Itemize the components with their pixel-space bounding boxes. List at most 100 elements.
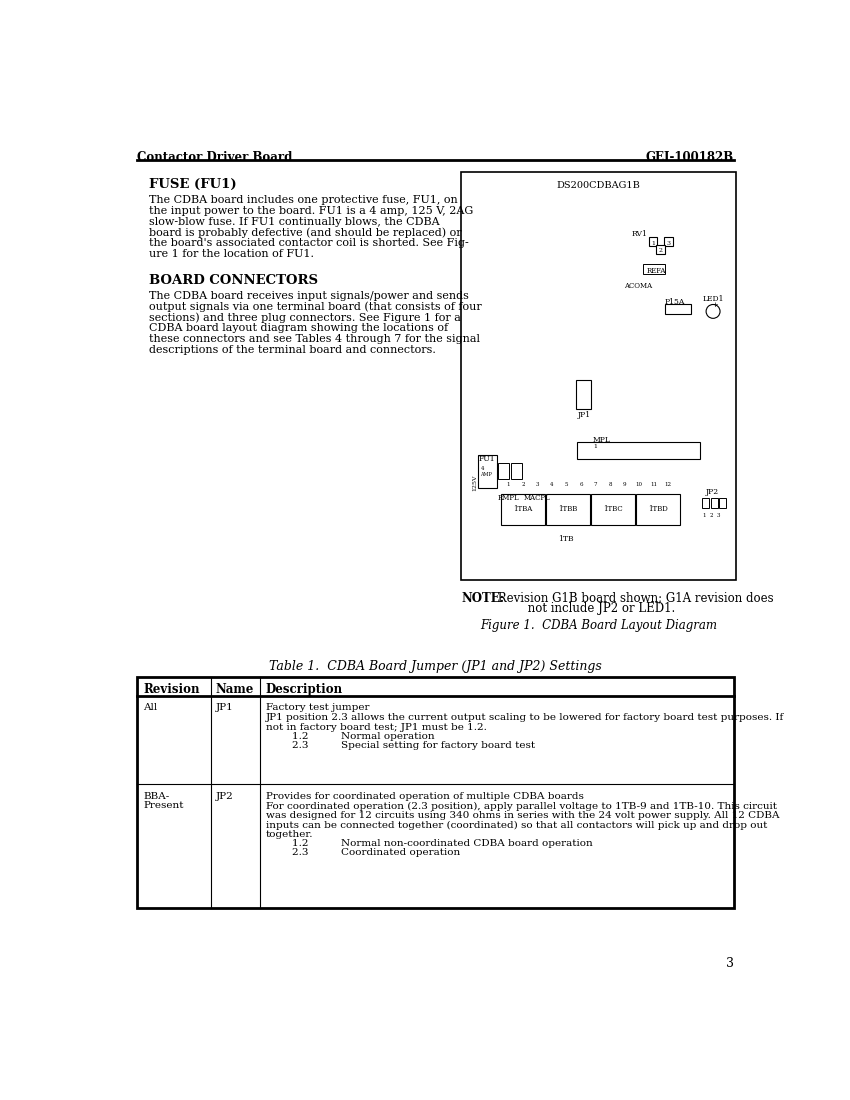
Text: MPL: MPL <box>593 436 611 444</box>
Text: 8: 8 <box>608 482 612 486</box>
Text: ure 1 for the location of FU1.: ure 1 for the location of FU1. <box>149 249 314 258</box>
Text: 2: 2 <box>659 249 662 253</box>
Text: 1TBB: 1TBB <box>558 505 578 514</box>
Text: The CDBA board receives input signals/power and sends: The CDBA board receives input signals/po… <box>149 290 468 300</box>
Text: MACPL: MACPL <box>524 494 550 502</box>
Text: 2.3          Special setting for factory board test: 2.3 Special setting for factory board te… <box>266 741 535 750</box>
Text: NOTE:: NOTE: <box>462 592 504 605</box>
Circle shape <box>706 305 720 318</box>
Text: BBA-: BBA- <box>144 792 170 801</box>
Text: JP1: JP1 <box>577 410 591 419</box>
Text: 1: 1 <box>651 241 655 245</box>
Text: Contactor Driver Board: Contactor Driver Board <box>137 151 292 164</box>
Text: The CDBA board includes one protective fuse, FU1, on: The CDBA board includes one protective f… <box>149 195 457 205</box>
Text: BOARD CONNECTORS: BOARD CONNECTORS <box>149 274 318 287</box>
Bar <box>656 245 665 254</box>
Text: sections) and three plug connectors. See Figure 1 for a: sections) and three plug connectors. See… <box>149 312 461 322</box>
Text: 1TBA: 1TBA <box>513 505 533 514</box>
Text: 4: 4 <box>481 466 484 471</box>
Bar <box>711 497 717 508</box>
Text: +: + <box>711 301 718 309</box>
Text: Table 1.  CDBA Board Jumper (JP1 and JP2) Settings: Table 1. CDBA Board Jumper (JP1 and JP2)… <box>269 660 602 673</box>
Text: not include JP2 or LED1.: not include JP2 or LED1. <box>494 602 675 615</box>
Text: 7: 7 <box>593 482 598 486</box>
Bar <box>511 463 522 478</box>
Text: Factory test jumper: Factory test jumper <box>266 703 370 713</box>
Bar <box>719 497 726 508</box>
Text: the board's associated contactor coil is shorted. See Fig-: the board's associated contactor coil is… <box>149 239 468 249</box>
Bar <box>592 494 635 525</box>
Text: 2: 2 <box>521 482 524 486</box>
Text: 125V: 125V <box>472 475 477 491</box>
Text: CDBA board layout diagram showing the locations of: CDBA board layout diagram showing the lo… <box>149 323 448 333</box>
Text: 9: 9 <box>622 482 626 486</box>
Text: RMPL: RMPL <box>497 494 519 502</box>
Bar <box>649 238 657 246</box>
Text: 6: 6 <box>579 482 583 486</box>
Text: JP2: JP2 <box>216 792 233 801</box>
Text: ACOMA: ACOMA <box>624 282 652 290</box>
Text: RV1: RV1 <box>632 230 648 238</box>
Text: together.: together. <box>266 829 314 838</box>
Text: 1: 1 <box>593 443 597 449</box>
Text: 3: 3 <box>726 957 734 970</box>
Text: 12: 12 <box>665 482 672 486</box>
Text: Figure 1.  CDBA Board Layout Diagram: Figure 1. CDBA Board Layout Diagram <box>480 618 717 631</box>
Text: 11: 11 <box>650 482 657 486</box>
Bar <box>502 494 545 525</box>
Text: Present: Present <box>144 801 184 810</box>
Text: slow-blow fuse. If FU1 continually blows, the CDBA: slow-blow fuse. If FU1 continually blows… <box>149 217 439 227</box>
Bar <box>665 304 691 313</box>
Text: Revision: Revision <box>144 683 200 696</box>
Text: Description: Description <box>266 683 343 696</box>
Text: descriptions of the terminal board and connectors.: descriptions of the terminal board and c… <box>149 344 436 354</box>
Text: All: All <box>144 703 158 713</box>
Text: Provides for coordinated operation of multiple CDBA boards: Provides for coordinated operation of mu… <box>266 792 584 801</box>
Text: JP1 position 2.3 allows the current output scaling to be lowered for factory boa: JP1 position 2.3 allows the current outp… <box>266 713 785 723</box>
Bar <box>479 455 497 487</box>
Text: 3: 3 <box>666 241 671 245</box>
Text: JP2: JP2 <box>706 487 719 496</box>
Bar <box>462 172 736 580</box>
Text: JP1: JP1 <box>216 703 233 713</box>
Text: not in factory board test; JP1 must be 1.2.: not in factory board test; JP1 must be 1… <box>266 723 487 732</box>
Text: Revision G1B board shown; G1A revision does: Revision G1B board shown; G1A revision d… <box>494 592 774 605</box>
Text: these connectors and see Tables 4 through 7 for the signal: these connectors and see Tables 4 throug… <box>149 333 480 343</box>
Text: 1.2          Normal non-coordinated CDBA board operation: 1.2 Normal non-coordinated CDBA board op… <box>266 839 592 848</box>
Bar <box>547 494 590 525</box>
Bar <box>498 463 509 478</box>
Text: DS200CDBAG1B: DS200CDBAG1B <box>557 182 641 190</box>
Text: 2.3          Coordinated operation: 2.3 Coordinated operation <box>266 848 460 857</box>
Bar <box>137 678 734 909</box>
Text: 1.2          Normal operation: 1.2 Normal operation <box>266 732 434 740</box>
Text: the input power to the board. FU1 is a 4 amp, 125 V, 2AG: the input power to the board. FU1 is a 4… <box>149 206 473 216</box>
Text: output signals via one terminal board (that consists of four: output signals via one terminal board (t… <box>149 301 482 312</box>
Text: Name: Name <box>216 683 254 696</box>
Text: For coordinated operation (2.3 position), apply parallel voltage to 1TB-9 and 1T: For coordinated operation (2.3 position)… <box>266 802 777 811</box>
Text: inputs can be connected together (coordinated) so that all contactors will pick : inputs can be connected together (coordi… <box>266 821 768 829</box>
Text: 1TBC: 1TBC <box>604 505 623 514</box>
Text: FUSE (FU1): FUSE (FU1) <box>149 178 236 191</box>
Text: 1TBD: 1TBD <box>649 505 668 514</box>
Text: 1  2  3: 1 2 3 <box>703 513 721 518</box>
Bar <box>576 379 592 409</box>
Text: GEI-100182B: GEI-100182B <box>646 151 734 164</box>
Text: AMP: AMP <box>479 472 491 477</box>
Text: 4: 4 <box>550 482 553 486</box>
Bar <box>637 494 680 525</box>
Text: 5: 5 <box>564 482 568 486</box>
Bar <box>702 497 709 508</box>
Bar <box>643 264 665 274</box>
Text: board is probably defective (and should be replaced) or: board is probably defective (and should … <box>149 228 462 238</box>
Text: 1TB: 1TB <box>558 536 574 543</box>
Text: 1: 1 <box>507 482 510 486</box>
Text: LED1: LED1 <box>703 295 724 304</box>
Bar <box>664 238 672 246</box>
Text: was designed for 12 circuits using 340 ohms in series with the 24 volt power sup: was designed for 12 circuits using 340 o… <box>266 811 779 821</box>
Bar <box>577 442 700 460</box>
Text: 3: 3 <box>536 482 539 486</box>
Text: FU1: FU1 <box>479 455 496 463</box>
Text: REFA: REFA <box>646 267 666 275</box>
Text: 10: 10 <box>636 482 643 486</box>
Text: P15A: P15A <box>665 297 685 306</box>
